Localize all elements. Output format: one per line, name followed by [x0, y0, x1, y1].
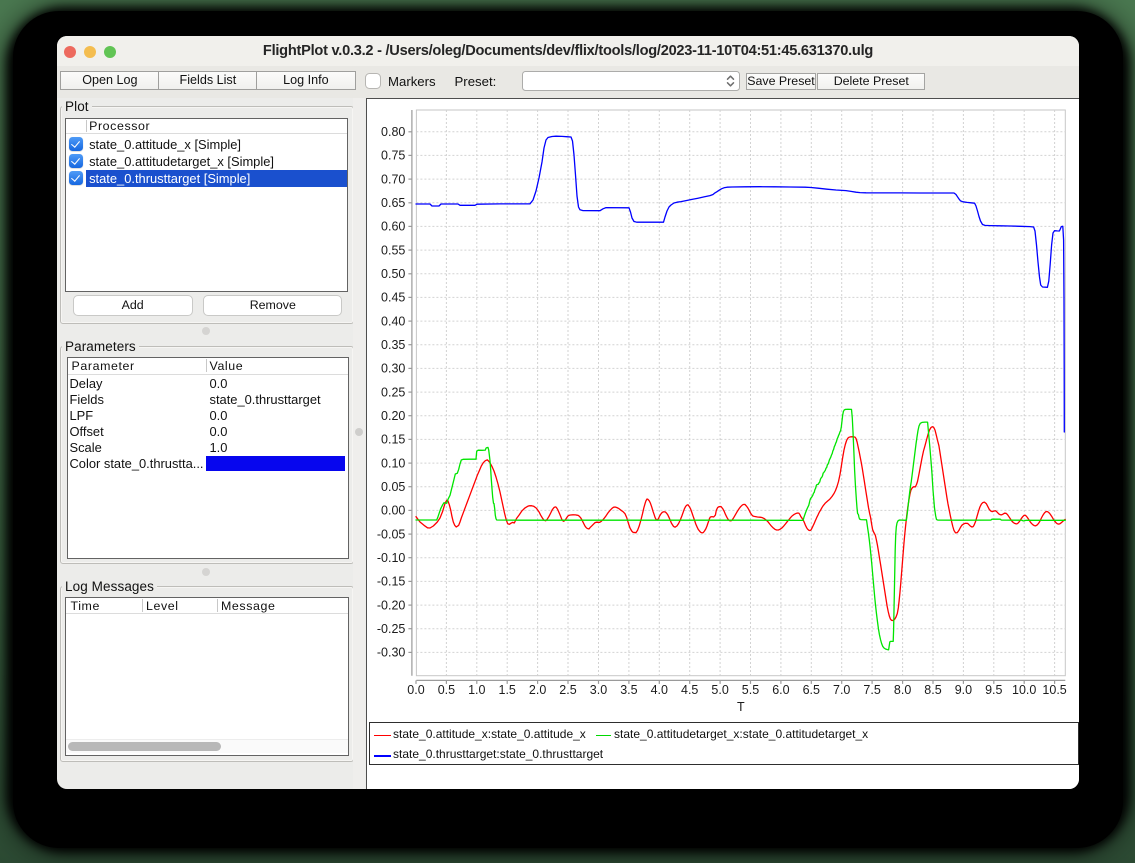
svg-text:0.65: 0.65 [381, 196, 405, 210]
svg-text:0.0: 0.0 [407, 683, 424, 697]
svg-text:0.50: 0.50 [381, 267, 405, 281]
svg-text:T: T [737, 700, 745, 714]
svg-text:7.0: 7.0 [833, 683, 850, 697]
svg-text:0.80: 0.80 [381, 125, 405, 139]
svg-text:-0.10: -0.10 [377, 551, 406, 565]
svg-text:0.60: 0.60 [381, 220, 405, 234]
svg-text:5.5: 5.5 [742, 683, 759, 697]
svg-text:0.70: 0.70 [381, 172, 405, 186]
svg-text:0.10: 0.10 [381, 456, 405, 470]
svg-text:0.25: 0.25 [381, 385, 405, 399]
svg-text:6.0: 6.0 [772, 683, 789, 697]
svg-text:8.5: 8.5 [924, 683, 941, 697]
svg-text:0.20: 0.20 [381, 409, 405, 423]
svg-text:4.0: 4.0 [651, 683, 668, 697]
svg-text:6.5: 6.5 [803, 683, 820, 697]
svg-text:1.5: 1.5 [499, 683, 516, 697]
svg-text:-0.30: -0.30 [377, 646, 406, 660]
svg-text:0.15: 0.15 [381, 433, 405, 447]
svg-text:0.55: 0.55 [381, 243, 405, 257]
svg-text:0.75: 0.75 [381, 149, 405, 163]
svg-text:10.0: 10.0 [1012, 683, 1036, 697]
svg-text:4.5: 4.5 [681, 683, 698, 697]
svg-text:2.0: 2.0 [529, 683, 546, 697]
svg-text:0.35: 0.35 [381, 338, 405, 352]
svg-text:5.0: 5.0 [711, 683, 728, 697]
svg-text:8.0: 8.0 [894, 683, 911, 697]
svg-text:0.5: 0.5 [438, 683, 455, 697]
svg-text:-0.15: -0.15 [377, 575, 406, 589]
svg-text:0.45: 0.45 [381, 291, 405, 305]
svg-text:0.00: 0.00 [381, 504, 405, 518]
svg-text:3.0: 3.0 [590, 683, 607, 697]
svg-text:0.05: 0.05 [381, 480, 405, 494]
svg-text:1.0: 1.0 [468, 683, 485, 697]
svg-text:-0.25: -0.25 [377, 622, 406, 636]
svg-text:7.5: 7.5 [863, 683, 880, 697]
svg-text:0.40: 0.40 [381, 314, 405, 328]
svg-text:-0.20: -0.20 [377, 598, 406, 612]
svg-text:0.30: 0.30 [381, 362, 405, 376]
svg-text:3.5: 3.5 [620, 683, 637, 697]
svg-text:2.5: 2.5 [559, 683, 576, 697]
svg-text:-0.05: -0.05 [377, 527, 406, 541]
svg-text:10.5: 10.5 [1042, 683, 1066, 697]
svg-text:9.5: 9.5 [985, 683, 1002, 697]
svg-text:9.0: 9.0 [955, 683, 972, 697]
